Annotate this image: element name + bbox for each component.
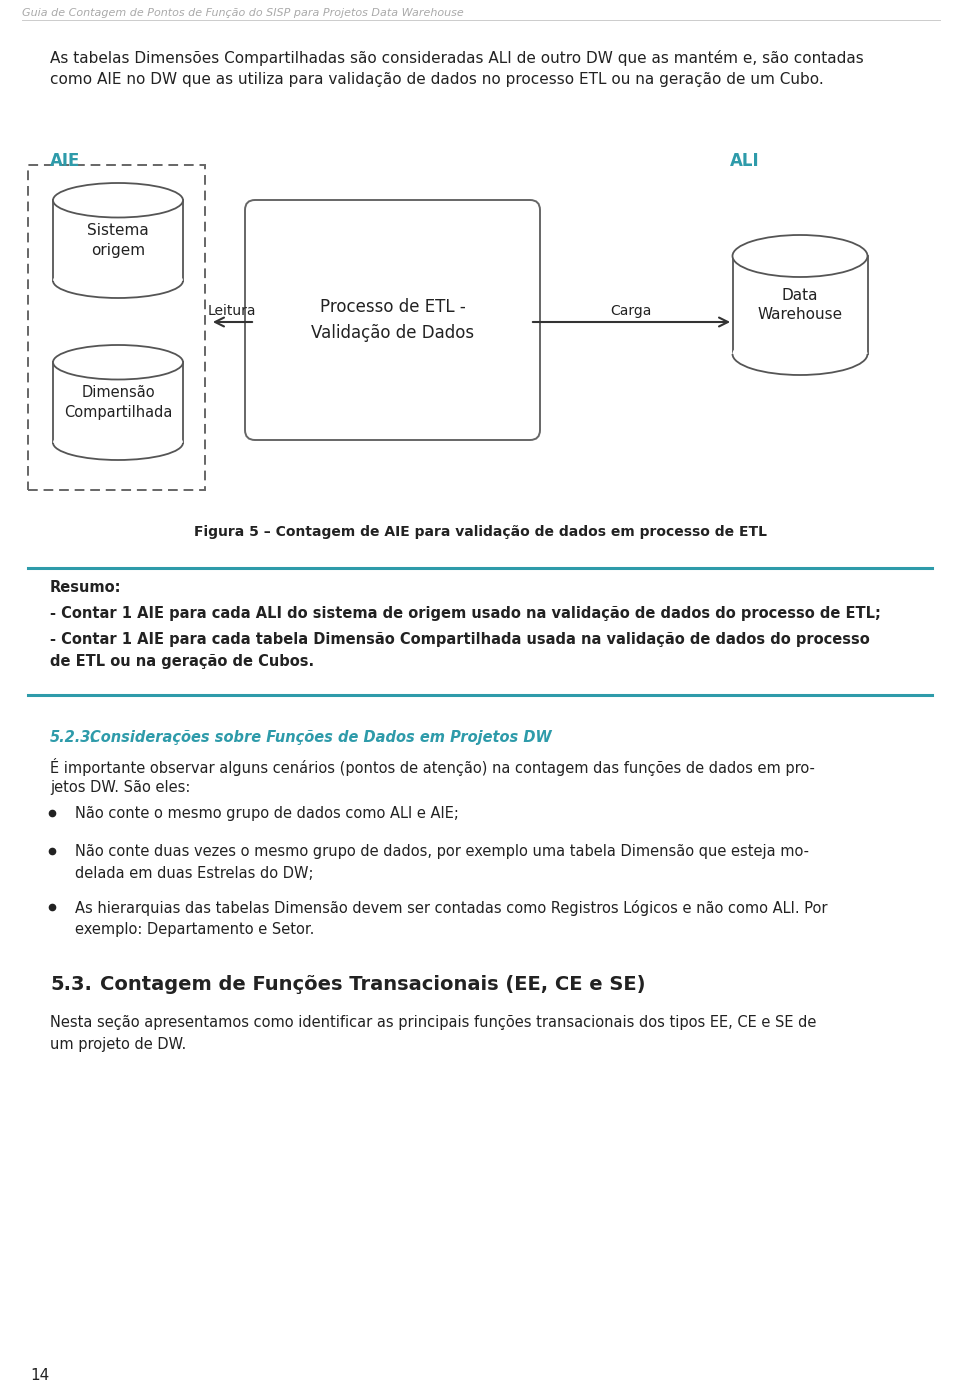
Ellipse shape <box>732 234 868 278</box>
Text: jetos DW. São eles:: jetos DW. São eles: <box>50 780 190 795</box>
Text: de ETL ou na geração de Cubos.: de ETL ou na geração de Cubos. <box>50 654 314 670</box>
Text: Não conte o mesmo grupo de dados como ALI e AIE;: Não conte o mesmo grupo de dados como AL… <box>75 806 459 822</box>
Ellipse shape <box>53 345 183 379</box>
Text: ALI: ALI <box>730 152 759 170</box>
Bar <box>53 363 183 442</box>
Bar <box>53 201 183 280</box>
Text: delada em duas Estrelas do DW;: delada em duas Estrelas do DW; <box>75 866 314 882</box>
Ellipse shape <box>53 183 183 218</box>
Text: Contagem de Funções Transacionais (EE, CE e SE): Contagem de Funções Transacionais (EE, C… <box>100 975 645 995</box>
Text: exemplo: Departamento e Setor.: exemplo: Departamento e Setor. <box>75 922 314 937</box>
Text: 5.2.3.: 5.2.3. <box>50 730 97 745</box>
Ellipse shape <box>53 264 183 299</box>
Text: É importante observar alguns cenários (pontos de atenção) na contagem das funçõe: É importante observar alguns cenários (p… <box>50 757 815 776</box>
Text: Data
Warehouse: Data Warehouse <box>757 287 843 322</box>
Text: Processo de ETL -
Validação de Dados: Processo de ETL - Validação de Dados <box>311 299 474 342</box>
Text: Considerações sobre Funções de Dados em Projetos DW: Considerações sobre Funções de Dados em … <box>90 730 552 745</box>
Text: As hierarquias das tabelas Dimensão devem ser contadas como Registros Lógicos e : As hierarquias das tabelas Dimensão deve… <box>75 900 828 917</box>
Text: Guia de Contagem de Pontos de Função do SISP para Projetos Data Warehouse: Guia de Contagem de Pontos de Função do … <box>22 8 464 18</box>
Text: 5.3.: 5.3. <box>50 975 92 995</box>
Bar <box>732 257 868 354</box>
Text: Dimensão
Compartilhada: Dimensão Compartilhada <box>63 385 172 420</box>
Text: - Contar 1 AIE para cada tabela Dimensão Compartilhada usada na validação de dad: - Contar 1 AIE para cada tabela Dimensão… <box>50 632 870 647</box>
Text: Figura 5 – Contagem de AIE para validação de dados em processo de ETL: Figura 5 – Contagem de AIE para validaçã… <box>194 525 766 538</box>
Text: Nesta seção apresentamos como identificar as principais funções transacionais do: Nesta seção apresentamos como identifica… <box>50 1016 816 1030</box>
Text: um projeto de DW.: um projeto de DW. <box>50 1036 186 1052</box>
Text: 14: 14 <box>30 1368 49 1382</box>
Text: Carga: Carga <box>611 304 652 318</box>
Text: As tabelas Dimensões Compartilhadas são consideradas ALI de outro DW que as mant: As tabelas Dimensões Compartilhadas são … <box>50 50 864 66</box>
Ellipse shape <box>53 425 183 460</box>
Text: como AIE no DW que as utiliza para validação de dados no processo ETL ou na gera: como AIE no DW que as utiliza para valid… <box>50 73 824 86</box>
Text: AIE: AIE <box>50 152 81 170</box>
Ellipse shape <box>732 333 868 375</box>
Text: Sistema
origem: Sistema origem <box>87 223 149 258</box>
Text: - Contar 1 AIE para cada ALI do sistema de origem usado na validação de dados do: - Contar 1 AIE para cada ALI do sistema … <box>50 605 881 621</box>
Text: Resumo:: Resumo: <box>50 580 122 596</box>
FancyBboxPatch shape <box>245 199 540 439</box>
Text: Não conte duas vezes o mesmo grupo de dados, por exemplo uma tabela Dimensão que: Não conte duas vezes o mesmo grupo de da… <box>75 844 809 859</box>
Text: Leitura: Leitura <box>207 304 256 318</box>
